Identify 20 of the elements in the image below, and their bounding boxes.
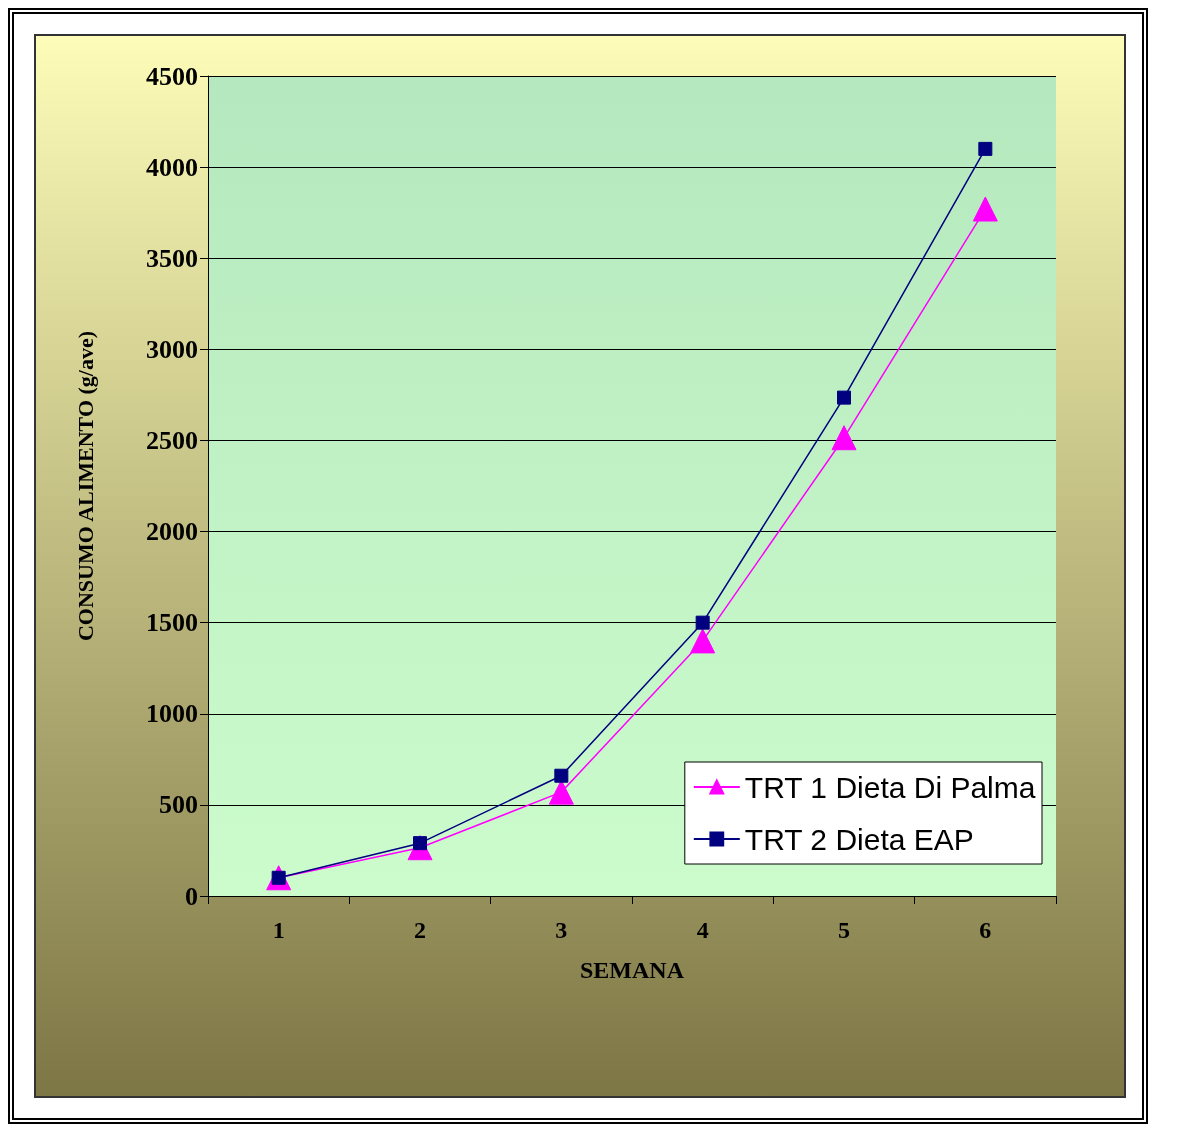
y-tick-label: 500 <box>159 790 198 820</box>
y-axis-title: CONSUMO ALIMENTO (g/ave) <box>72 330 98 642</box>
y-tick-label: 2000 <box>146 517 198 547</box>
y-tick-label: 0 <box>185 881 198 911</box>
legend-label: TRT 1 Dieta Di Palma <box>744 770 1036 804</box>
y-tick-label: 4500 <box>146 61 198 91</box>
x-axis-title: SEMANA <box>579 957 685 983</box>
x-tick-label: 4 <box>696 917 709 943</box>
y-tick-label: 3500 <box>146 243 198 273</box>
legend-label: TRT 2 Dieta EAP <box>744 822 974 856</box>
x-tick-label: 2 <box>414 917 426 943</box>
y-tick-label: 2500 <box>146 425 198 455</box>
x-tick-label: 5 <box>838 917 850 943</box>
x-tick-label: 3 <box>555 917 568 943</box>
y-tick-label: 4000 <box>146 152 198 182</box>
x-tick-label: 6 <box>979 917 992 943</box>
y-tick-label: 3000 <box>146 334 198 364</box>
y-tick-label: 1000 <box>146 699 198 729</box>
y-tick-label: 1500 <box>146 608 198 638</box>
x-tick-label: 1 <box>272 917 285 943</box>
